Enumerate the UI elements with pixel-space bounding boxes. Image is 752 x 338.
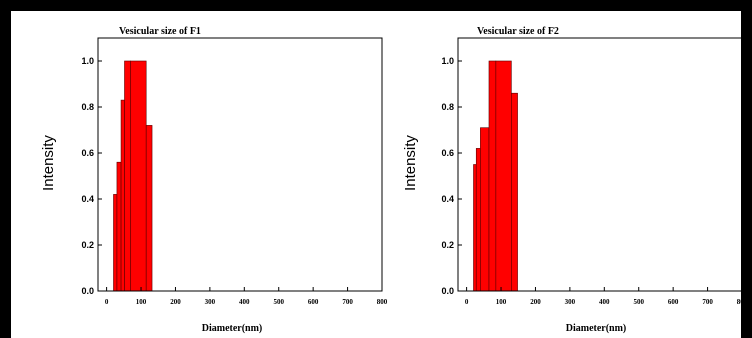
x-tick-label: 300	[205, 298, 216, 306]
y-tick-label: 0.2	[441, 240, 454, 250]
chart-f2-ticks: 0 100 200 300 400 500 600 700 800 0.0 0.2 0.4 0.6 0.8…	[441, 56, 741, 306]
y-tick-label: 0.0	[441, 286, 454, 296]
y-tick-label: 1.0	[81, 56, 94, 66]
x-tick-label: 800	[377, 298, 388, 306]
chart-f2-xlabel: Diameter(nm)	[566, 323, 627, 334]
x-tick-label: 700	[342, 298, 353, 306]
figure-frame: Vesicular size of F1 Intensity Diameter(…	[11, 11, 741, 338]
y-tick-label: 1.0	[441, 56, 454, 66]
x-tick-label: 100	[136, 298, 147, 306]
histogram-bar	[130, 60, 147, 292]
x-tick-label: 0	[105, 298, 109, 306]
chart-f1-xlabel: Diameter(nm)	[202, 323, 263, 334]
chart-f2-bars	[473, 60, 518, 292]
histogram-bar	[124, 60, 132, 292]
histogram-bar	[495, 60, 512, 292]
x-tick-label: 600	[668, 298, 679, 306]
histogram-bar	[475, 148, 481, 292]
histogram-bar	[488, 60, 497, 292]
x-tick-label: 600	[308, 298, 319, 306]
histogram-bar	[511, 92, 518, 292]
x-tick-label: 400	[599, 298, 610, 306]
histogram-bar	[116, 161, 122, 292]
x-tick-label: 700	[702, 298, 713, 306]
histogram-bar	[145, 125, 153, 292]
chart-f2-ylabel: Intensity	[402, 135, 419, 191]
chart-f1-bars	[113, 60, 153, 292]
y-tick-label: 0.6	[441, 148, 454, 158]
y-tick-label: 0.4	[441, 194, 454, 204]
histogram-bar	[473, 164, 477, 292]
y-tick-label: 0.6	[81, 148, 94, 158]
chart-f1-plot-area	[97, 37, 383, 292]
y-tick-label: 0.8	[441, 102, 454, 112]
histogram-bar	[480, 127, 490, 292]
histogram-bar	[113, 194, 118, 292]
chart-f2-title: Vesicular size of F2	[477, 26, 559, 37]
x-tick-label: 400	[239, 298, 250, 306]
x-tick-label: 500	[633, 298, 644, 306]
histogram-figure: Vesicular size of F1 Intensity Diameter(…	[40, 26, 741, 334]
x-tick-label: 0	[465, 298, 469, 306]
x-tick-label: 800	[737, 298, 741, 306]
x-tick-label: 500	[273, 298, 284, 306]
chart-f1-ylabel: Intensity	[40, 135, 57, 191]
x-tick-label: 200	[530, 298, 541, 306]
chart-f1: Vesicular size of F1 Intensity Diameter(…	[40, 26, 388, 334]
x-tick-label: 100	[496, 298, 507, 306]
x-tick-label: 300	[565, 298, 576, 306]
y-tick-label: 0.0	[81, 286, 94, 296]
chart-f1-title: Vesicular size of F1	[119, 26, 201, 37]
y-tick-label: 0.8	[81, 102, 94, 112]
chart-f2-plot-area	[457, 37, 741, 292]
histogram-bar	[120, 99, 125, 292]
y-tick-label: 0.4	[81, 194, 94, 204]
x-tick-label: 200	[170, 298, 181, 306]
chart-f2: Vesicular size of F2 Intensity Diameter(…	[402, 26, 741, 334]
y-tick-label: 0.2	[81, 240, 94, 250]
